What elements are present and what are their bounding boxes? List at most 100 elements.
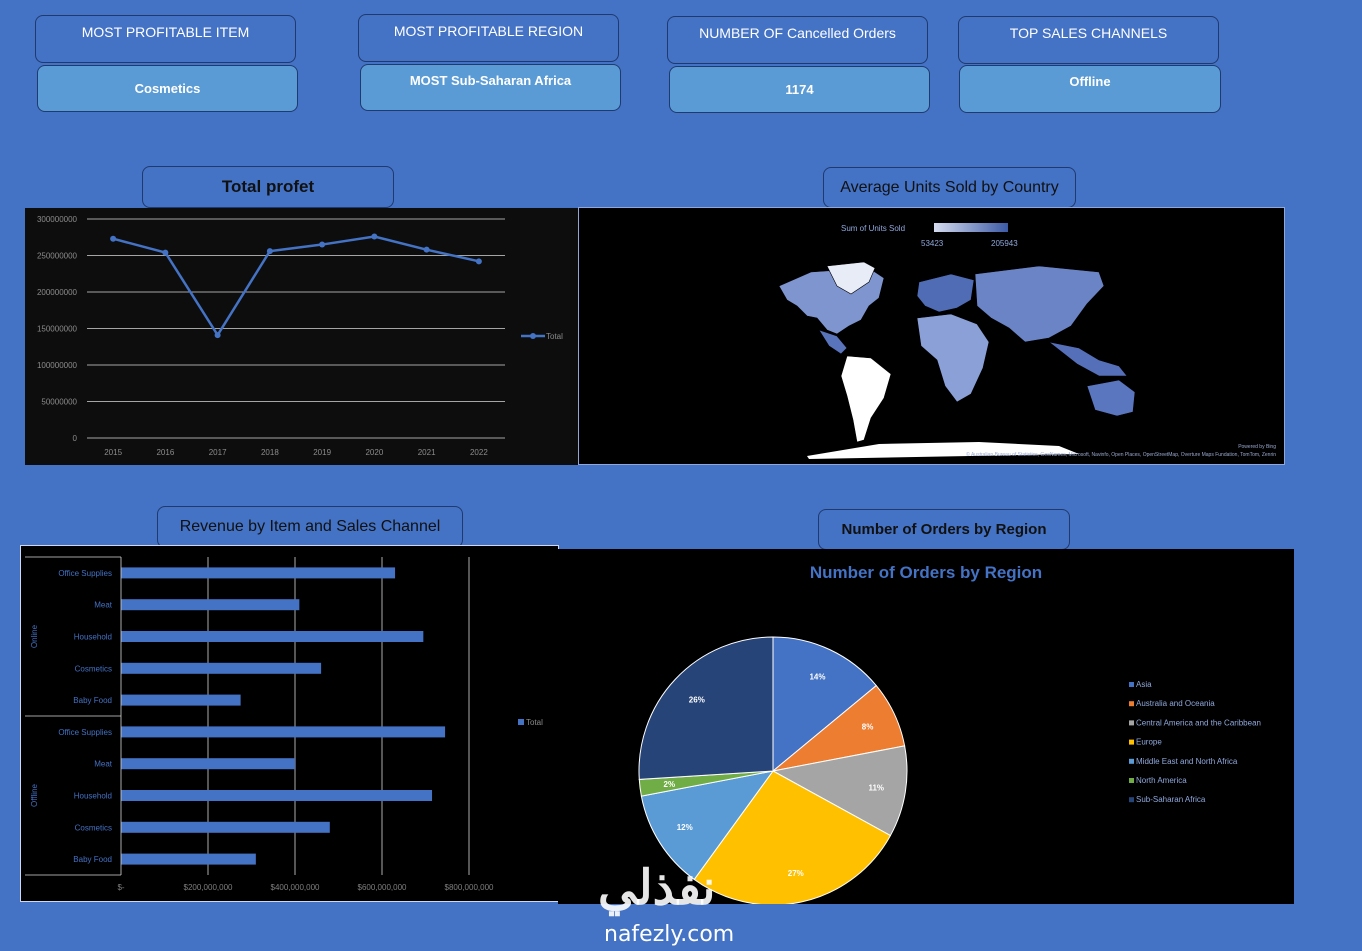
legend-label: Europe bbox=[1136, 738, 1162, 747]
x-tick-label: 2015 bbox=[104, 448, 122, 457]
category-label: Household bbox=[74, 633, 112, 642]
kpi-value-profitable-item: Cosmetics bbox=[37, 65, 298, 112]
pie-data-label: 27% bbox=[788, 869, 804, 878]
x-tick-label: 2020 bbox=[365, 448, 383, 457]
y-tick-label: 100000000 bbox=[37, 361, 78, 370]
map-central-america bbox=[818, 329, 848, 355]
bar bbox=[121, 694, 241, 706]
x-tick-label: 2019 bbox=[313, 448, 331, 457]
watermark-latin: nafezly.com bbox=[604, 922, 735, 947]
map-legend-min: 53423 bbox=[921, 239, 944, 248]
profit-line-chart: 0 50000000 100000000 150000000 200000000 2500… bbox=[37, 215, 563, 457]
category-label: Cosmetics bbox=[75, 664, 112, 673]
x-tick-label: 2017 bbox=[209, 448, 227, 457]
x-tick-label: 2018 bbox=[261, 448, 279, 457]
kpi-title-sales-channels: TOP SALES CHANNELS bbox=[958, 16, 1219, 64]
pie-data-label: 26% bbox=[689, 695, 705, 704]
y-tick-label: 250000000 bbox=[37, 252, 78, 261]
category-label: Meat bbox=[94, 601, 113, 610]
x-tick-label: $200,000,000 bbox=[184, 883, 233, 892]
kpi-title-profitable-region: MOST PROFITABLE REGION bbox=[358, 14, 619, 62]
category-label: Baby Food bbox=[73, 696, 112, 705]
category-label: Household bbox=[74, 792, 112, 801]
pie-data-label: 11% bbox=[868, 783, 884, 792]
map-africa bbox=[916, 313, 990, 403]
legend-swatch bbox=[1129, 739, 1134, 745]
legend-label: Middle East and North Africa bbox=[1136, 757, 1238, 766]
category-label: Office Supplies bbox=[58, 728, 112, 737]
legend-swatch bbox=[1129, 701, 1134, 707]
category-label: Baby Food bbox=[73, 855, 112, 864]
revenue-bar-chart: $- $200,000,000 $400,000,000 $600,000,000 $8… bbox=[25, 556, 543, 892]
bar bbox=[121, 821, 330, 833]
legend-marker bbox=[530, 333, 536, 339]
revenue-chart-panel: $- $200,000,000 $400,000,000 $600,000,000 $8… bbox=[20, 545, 559, 902]
map-europe bbox=[916, 273, 975, 313]
map-south-america bbox=[840, 355, 892, 443]
legend-swatch bbox=[1129, 682, 1134, 687]
data-point bbox=[110, 235, 117, 242]
data-point bbox=[214, 332, 221, 339]
pie-title: Number of Orders by Region bbox=[810, 563, 1042, 582]
pie-data-label: 12% bbox=[677, 823, 693, 832]
bar bbox=[121, 567, 396, 579]
watermark-arabic: نفذلي bbox=[598, 862, 716, 915]
category-label: Office Supplies bbox=[58, 569, 112, 578]
legend-label: Total bbox=[546, 332, 563, 341]
map-legend-max: 205943 bbox=[991, 239, 1018, 248]
map-antarctica bbox=[807, 442, 1079, 459]
y-tick-label: 0 bbox=[73, 434, 78, 443]
map-australia bbox=[1086, 379, 1136, 417]
map-asia bbox=[974, 265, 1105, 343]
legend-label: North America bbox=[1136, 776, 1187, 785]
data-point bbox=[266, 248, 273, 255]
pie-slice bbox=[638, 636, 774, 780]
legend-label: Asia bbox=[1136, 680, 1152, 689]
legend-swatch bbox=[1129, 778, 1134, 783]
data-point bbox=[475, 258, 482, 265]
x-tick-label: 2021 bbox=[418, 448, 436, 457]
pie-data-label: 14% bbox=[809, 672, 825, 681]
bar bbox=[121, 758, 295, 770]
legend-swatch bbox=[518, 719, 524, 725]
data-point bbox=[423, 246, 430, 253]
legend-swatch bbox=[1129, 758, 1134, 764]
x-tick-label: 2016 bbox=[156, 448, 174, 457]
legend-swatch bbox=[1129, 797, 1134, 803]
profit-chart-panel: 0 50000000 100000000 150000000 200000000 2500… bbox=[25, 208, 578, 465]
x-tick-label: $600,000,000 bbox=[358, 883, 407, 892]
bar bbox=[121, 631, 424, 642]
y-tick-label: 300000000 bbox=[37, 215, 78, 224]
world-map: Sum of Units Sold 53423 205943 Powered b… bbox=[778, 223, 1276, 459]
data-point bbox=[371, 233, 378, 240]
x-tick-label: $400,000,000 bbox=[271, 883, 320, 892]
category-label: Cosmetics bbox=[75, 823, 112, 832]
kpi-value-profitable-region: MOST Sub-Saharan Africa bbox=[360, 64, 621, 111]
y-tick-label: 50000000 bbox=[41, 398, 77, 407]
group-label: Online bbox=[30, 624, 39, 648]
orders-chart-panel: Number of Orders by Region 14% 8% 11% 27% 12%… bbox=[558, 549, 1294, 906]
y-tick-label: 200000000 bbox=[37, 288, 78, 297]
pie-slice bbox=[771, 745, 908, 837]
section-title-orders: Number of Orders by Region bbox=[818, 509, 1070, 550]
section-title-units: Average Units Sold by Country bbox=[823, 167, 1076, 208]
legend-label: Australia and Oceania bbox=[1136, 699, 1215, 708]
kpi-title-cancelled-orders: NUMBER OF Cancelled Orders bbox=[667, 16, 928, 64]
map-powered-by: Powered by Bing bbox=[1238, 444, 1276, 450]
legend-label: Central America and the Caribbean bbox=[1136, 718, 1261, 727]
pie-slice bbox=[693, 770, 892, 906]
map-panel: Sum of Units Sold 53423 205943 Powered b… bbox=[578, 207, 1285, 465]
map-greenland bbox=[826, 261, 876, 295]
map-legend-title: Sum of Units Sold bbox=[841, 224, 905, 233]
x-tick-label: $- bbox=[117, 883, 124, 892]
bar bbox=[121, 662, 322, 674]
category-label: Meat bbox=[94, 760, 113, 769]
kpi-value-sales-channels: Offline bbox=[959, 65, 1221, 113]
pie-slice bbox=[772, 636, 877, 773]
map-legend-gradient bbox=[934, 223, 1008, 232]
bar bbox=[121, 599, 300, 611]
bar bbox=[121, 853, 256, 865]
x-tick-label: 2022 bbox=[470, 448, 488, 457]
group-label: Offline bbox=[30, 783, 39, 807]
pie-data-label: 2% bbox=[664, 780, 676, 789]
